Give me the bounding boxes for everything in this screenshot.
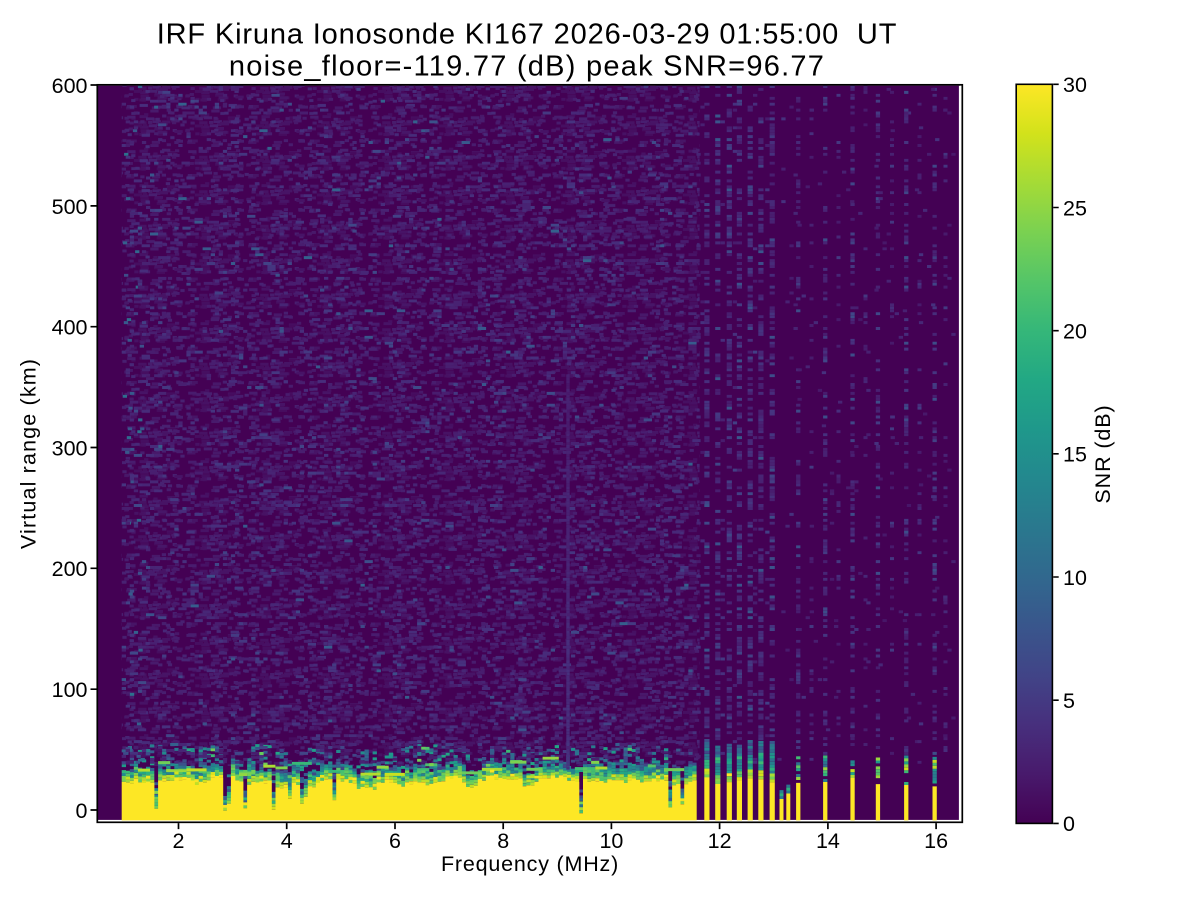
svg-text:100: 100 [52, 678, 88, 702]
svg-text:Virtual range (km): Virtual range (km) [16, 358, 40, 549]
svg-text:5: 5 [1063, 689, 1075, 713]
svg-text:500: 500 [52, 195, 88, 219]
svg-text:Frequency (MHz): Frequency (MHz) [441, 852, 619, 876]
svg-text:10: 10 [599, 829, 623, 853]
svg-text:16: 16 [924, 829, 948, 853]
svg-text:20: 20 [1063, 320, 1087, 344]
svg-text:600: 600 [52, 74, 88, 98]
svg-text:0: 0 [1063, 812, 1075, 836]
svg-text:10: 10 [1063, 566, 1087, 590]
svg-text:12: 12 [708, 829, 732, 853]
svg-text:14: 14 [816, 829, 840, 853]
svg-text:noise_floor=-119.77 (dB) peak: noise_floor=-119.77 (dB) peak SNR=96.77 [229, 51, 825, 83]
svg-text:25: 25 [1063, 196, 1087, 220]
svg-text:0: 0 [76, 799, 88, 823]
svg-text:SNR (dB): SNR (dB) [1091, 404, 1115, 503]
svg-text:300: 300 [52, 436, 88, 460]
svg-text:IRF Kiruna Ionosonde KI167 202: IRF Kiruna Ionosonde KI167 2026-03-29 01… [157, 19, 898, 51]
svg-text:2: 2 [173, 829, 185, 853]
svg-text:6: 6 [389, 829, 401, 853]
svg-text:30: 30 [1063, 73, 1087, 97]
svg-text:200: 200 [52, 557, 88, 581]
svg-text:400: 400 [52, 316, 88, 340]
svg-text:8: 8 [497, 829, 509, 853]
svg-text:4: 4 [281, 829, 293, 853]
svg-text:15: 15 [1063, 443, 1087, 467]
